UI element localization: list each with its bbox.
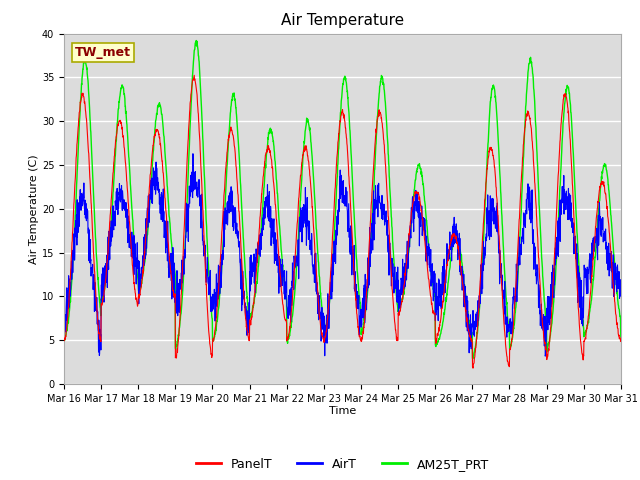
Text: TW_met: TW_met	[75, 46, 131, 59]
X-axis label: Time: Time	[329, 407, 356, 417]
Y-axis label: Air Temperature (C): Air Temperature (C)	[29, 154, 39, 264]
Legend: PanelT, AirT, AM25T_PRT: PanelT, AirT, AM25T_PRT	[191, 453, 494, 476]
Title: Air Temperature: Air Temperature	[281, 13, 404, 28]
